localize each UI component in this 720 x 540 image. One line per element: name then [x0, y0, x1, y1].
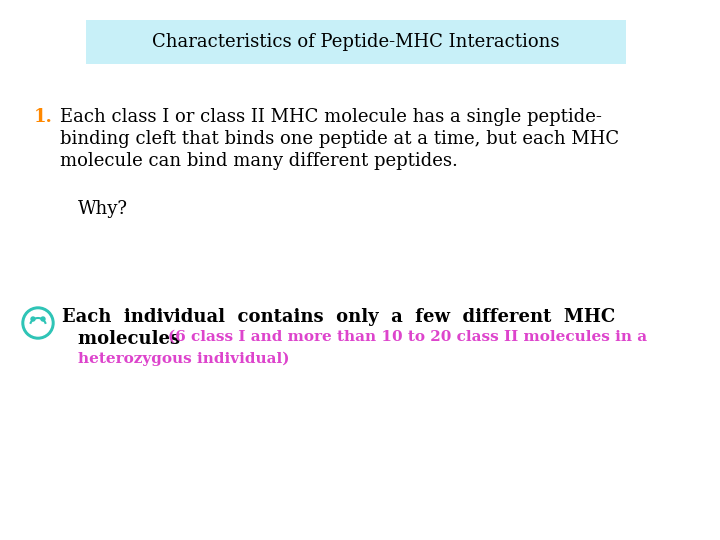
FancyBboxPatch shape [86, 20, 626, 64]
Circle shape [25, 310, 51, 336]
Text: Each class I or class II MHC molecule has a single peptide-: Each class I or class II MHC molecule ha… [60, 108, 602, 126]
Text: binding cleft that binds one peptide at a time, but each MHC: binding cleft that binds one peptide at … [60, 130, 619, 148]
Text: (6 class I and more than 10 to 20 class II molecules in a: (6 class I and more than 10 to 20 class … [168, 330, 647, 344]
Text: molecule can bind many different peptides.: molecule can bind many different peptide… [60, 152, 458, 170]
Circle shape [41, 317, 45, 321]
Text: 1.: 1. [34, 108, 53, 126]
Text: Why?: Why? [78, 200, 128, 218]
Circle shape [22, 307, 54, 339]
Text: heterozygous individual): heterozygous individual) [78, 352, 289, 367]
Circle shape [31, 317, 35, 321]
Text: Each  individual  contains  only  a  few  different  MHC: Each individual contains only a few diff… [62, 308, 616, 326]
Text: Characteristics of Peptide-MHC Interactions: Characteristics of Peptide-MHC Interacti… [152, 33, 559, 51]
Text: molecules: molecules [78, 330, 186, 348]
